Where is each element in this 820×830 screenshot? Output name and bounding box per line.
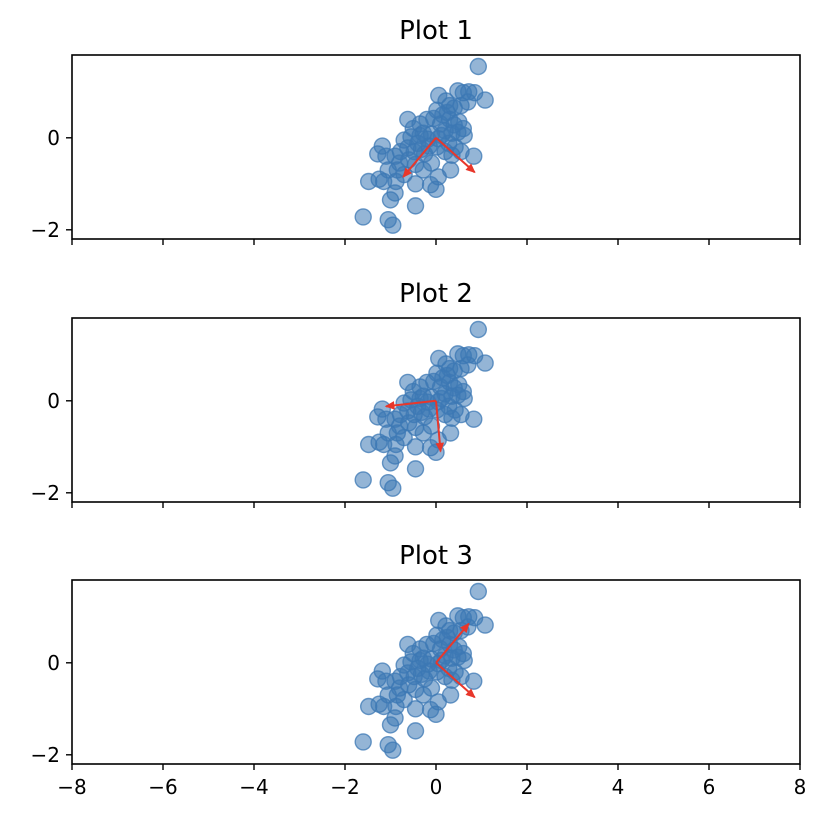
x-tick-label: −8	[57, 775, 86, 799]
y-tick-label: −2	[31, 481, 60, 505]
panel-title: Plot 3	[399, 541, 473, 571]
scatter-point	[381, 454, 400, 472]
scatter-point	[465, 147, 483, 165]
x-tick-label: 8	[794, 775, 807, 799]
scatter-point	[354, 471, 372, 489]
scatter-point	[427, 705, 445, 724]
x-tick-label: 4	[612, 775, 625, 799]
scatter-point	[465, 672, 483, 690]
scatter-point	[441, 161, 460, 179]
arrow-line	[435, 137, 476, 174]
scatter-point	[438, 103, 457, 122]
y-tick-label: 0	[47, 126, 60, 150]
scatter-point	[432, 126, 451, 145]
scatter-point	[399, 373, 417, 392]
scatter-point	[441, 424, 460, 442]
scatter-point	[381, 191, 400, 209]
scatter-point	[409, 134, 427, 153]
scatter-point	[469, 57, 488, 76]
scatter-points	[354, 320, 494, 497]
panel-2: Plot 2 −2 0	[31, 279, 801, 508]
scatter-point	[354, 733, 372, 751]
scatter-point	[406, 460, 425, 478]
arrow-head	[460, 622, 470, 633]
scatter-point	[430, 611, 448, 630]
arrow-line	[435, 662, 476, 699]
scatter-point	[406, 197, 425, 215]
x-tick-label: 2	[521, 775, 534, 799]
y-tick-label: −2	[31, 743, 60, 767]
x-tick-label: −4	[239, 775, 268, 799]
scatter-point	[359, 435, 378, 454]
panel-title: Plot 2	[399, 279, 473, 309]
scatter-point	[406, 722, 425, 740]
arrow-line	[402, 137, 437, 178]
scatter-points	[354, 582, 494, 759]
scatter-point	[469, 320, 488, 339]
x-tick-label: −6	[148, 775, 177, 799]
scatter-point	[399, 110, 417, 129]
arrow-head	[435, 442, 445, 453]
scatter-point	[399, 635, 417, 654]
y-tick-label: 0	[47, 651, 60, 675]
y-tick-label: 0	[47, 389, 60, 413]
scatter-point	[438, 366, 457, 385]
panel-3: Plot 3 −2 0 −8 −6 −4 −2 0 2 4 6 8	[31, 541, 807, 799]
arrow-head	[465, 163, 476, 174]
scatter-point	[384, 741, 402, 759]
scatter-point	[359, 697, 378, 716]
scatter-point	[409, 397, 427, 416]
scatter-point	[430, 86, 448, 105]
panel-title: Plot 1	[399, 16, 473, 46]
scatter-point	[441, 686, 460, 704]
scatter-point	[406, 175, 425, 193]
scatter-point	[430, 349, 448, 368]
scatter-point	[359, 172, 378, 191]
scatter-point	[384, 479, 402, 497]
scatter-point	[381, 716, 400, 734]
scatter-point	[469, 582, 488, 601]
panel-1: Plot 1 −2 0	[31, 16, 801, 245]
scatter-points	[354, 57, 494, 234]
arrow-head	[465, 688, 476, 699]
scatter-point	[427, 180, 445, 199]
x-tick-label: 0	[430, 775, 443, 799]
scatter-point	[406, 700, 425, 718]
y-tick-label: −2	[31, 218, 60, 242]
scatter-point	[465, 410, 483, 428]
scatter-point	[409, 659, 427, 678]
x-tick-label: −2	[330, 775, 359, 799]
scatter-point	[432, 389, 451, 408]
scatter-point	[406, 438, 425, 456]
scatter-point	[438, 628, 457, 647]
scatter-point	[384, 216, 402, 234]
scatter-point	[354, 208, 372, 226]
x-tick-label: 6	[703, 775, 716, 799]
arrow-head	[402, 167, 412, 178]
arrow-head	[384, 401, 395, 410]
arrow-line	[435, 623, 470, 664]
